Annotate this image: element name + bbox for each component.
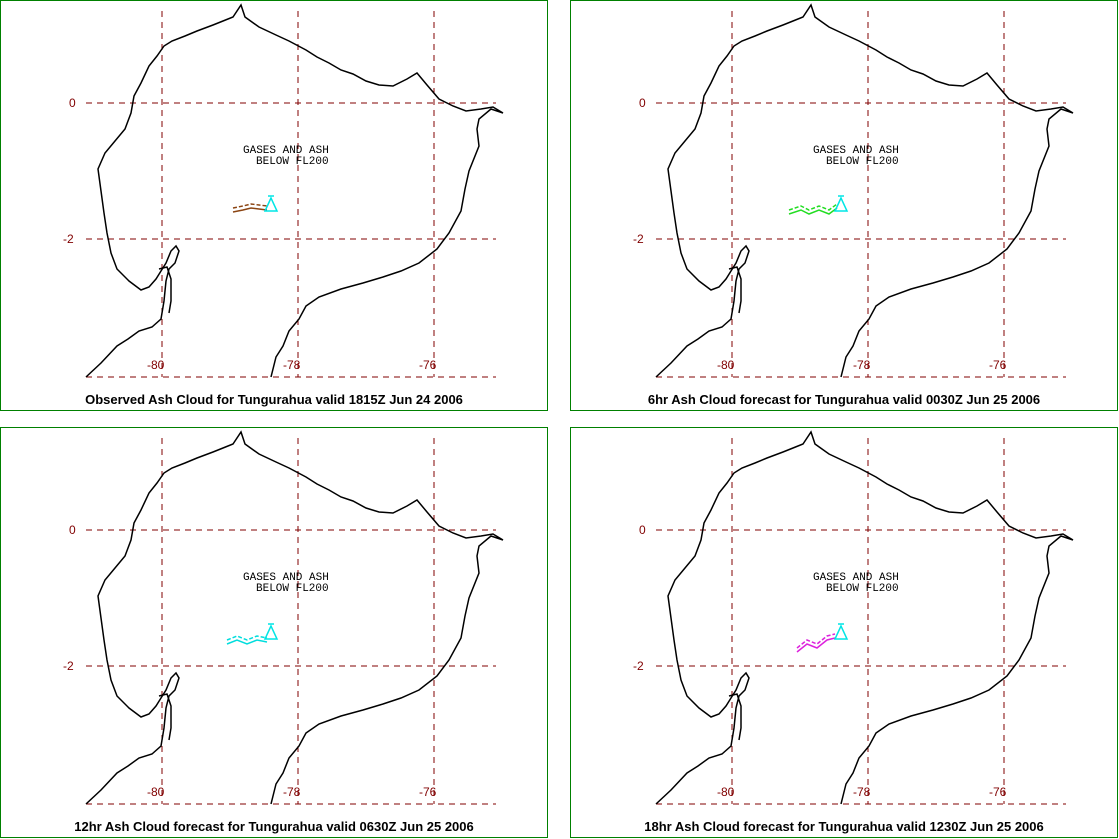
lat-label-minus2: -2 (633, 659, 644, 673)
coastline-inlet (728, 266, 742, 314)
lon-label-76: -76 (989, 358, 1007, 372)
ash-cloud-outline-lower (226, 639, 268, 645)
ash-cloud-outline-lower (796, 637, 836, 653)
lat-label-0: 0 (69, 523, 76, 537)
grid-labels: 0 -2 -80 -78 -76 (63, 523, 437, 799)
grid-labels: 0 -2 -80 -78 -76 (633, 96, 1007, 372)
lon-label-80: -80 (147, 785, 165, 799)
lon-label-76: -76 (419, 785, 437, 799)
lat-label-0: 0 (69, 96, 76, 110)
ash-cloud (226, 635, 268, 645)
ash-cloud (232, 203, 268, 213)
ash-cloud (788, 203, 838, 215)
lon-label-78: -78 (283, 358, 301, 372)
lon-label-76: -76 (989, 785, 1007, 799)
annotation-line1: GASES AND ASH (813, 145, 899, 157)
panel-caption: Observed Ash Cloud for Tungurahua valid … (85, 392, 463, 407)
lat-label-minus2: -2 (63, 232, 74, 246)
coastline (85, 430, 504, 805)
ash-cloud-outline (796, 633, 836, 649)
volcano-triangle-icon (263, 623, 279, 640)
coastline (655, 3, 1074, 378)
lon-label-76: -76 (419, 358, 437, 372)
lon-label-80: -80 (717, 358, 735, 372)
volcano-triangle-icon (263, 195, 279, 212)
ash-cloud-outline-lower (232, 207, 268, 213)
lon-label-80: -80 (147, 358, 165, 372)
map-canvas: 0 -2 -80 -78 -76 GASES AND ASH BELOW FL2… (63, 3, 504, 378)
panel-caption: 6hr Ash Cloud forecast for Tungurahua va… (647, 392, 1041, 407)
map-panel-12hr: 0 -2 -80 -78 -76 GASES AND ASH BELOW FL2… (0, 427, 548, 838)
annotation-line1: GASES AND ASH (813, 572, 899, 584)
coastline-inlet (728, 693, 742, 741)
annotation-line2: BELOW FL200 (826, 583, 899, 595)
coastline (655, 430, 1074, 805)
lat-label-0: 0 (639, 523, 646, 537)
ash-cloud-outline-lower (788, 207, 838, 215)
graticule (656, 11, 1066, 378)
coastline-inlet (158, 266, 172, 314)
grid-labels: 0 -2 -80 -78 -76 (63, 96, 437, 372)
lon-label-78: -78 (283, 785, 301, 799)
lon-label-80: -80 (717, 785, 735, 799)
lon-label-78: -78 (853, 358, 871, 372)
ash-cloud-outline (232, 203, 268, 209)
annotation-line1: GASES AND ASH (243, 572, 329, 584)
ash-cloud-outline (788, 203, 838, 211)
annotation-line2: BELOW FL200 (256, 583, 329, 595)
lat-label-minus2: -2 (63, 659, 74, 673)
map-canvas: 0 -2 -80 -78 -76 GASES AND ASH BELOW FL2… (63, 430, 504, 805)
lat-label-minus2: -2 (633, 232, 644, 246)
map-panel-18hr: 0 -2 -80 -78 -76 GASES AND ASH BELOW FL2… (570, 427, 1118, 838)
panel-caption: 18hr Ash Cloud forecast for Tungurahua v… (644, 819, 1044, 834)
ash-cloud (796, 633, 836, 653)
annotation-line2: BELOW FL200 (826, 156, 899, 168)
map-canvas: 0 -2 -80 -78 -76 GASES AND ASH BELOW FL2… (633, 3, 1074, 378)
lon-label-78: -78 (853, 785, 871, 799)
annotation-line2: BELOW FL200 (256, 156, 329, 168)
lat-label-0: 0 (639, 96, 646, 110)
map-panel-6hr: 0 -2 -80 -78 -76 GASES AND ASH BELOW FL2… (570, 0, 1118, 411)
ash-cloud-outline (226, 635, 268, 641)
coastline-inlet (158, 693, 172, 741)
graticule (86, 438, 496, 805)
panel-caption: 12hr Ash Cloud forecast for Tungurahua v… (74, 819, 474, 834)
volcano-triangle-icon (833, 623, 849, 640)
graticule (86, 11, 496, 378)
volcano-triangle-icon (833, 195, 849, 212)
map-panel-observed: 0 -2 -80 -78 -76 GASES AND ASH BELOW FL2… (0, 0, 548, 411)
graticule (656, 438, 1066, 805)
annotation-line1: GASES AND ASH (243, 145, 329, 157)
coastline (85, 3, 504, 378)
map-canvas: 0 -2 -80 -78 -76 GASES AND ASH BELOW FL2… (633, 430, 1074, 805)
grid-labels: 0 -2 -80 -78 -76 (633, 523, 1007, 799)
